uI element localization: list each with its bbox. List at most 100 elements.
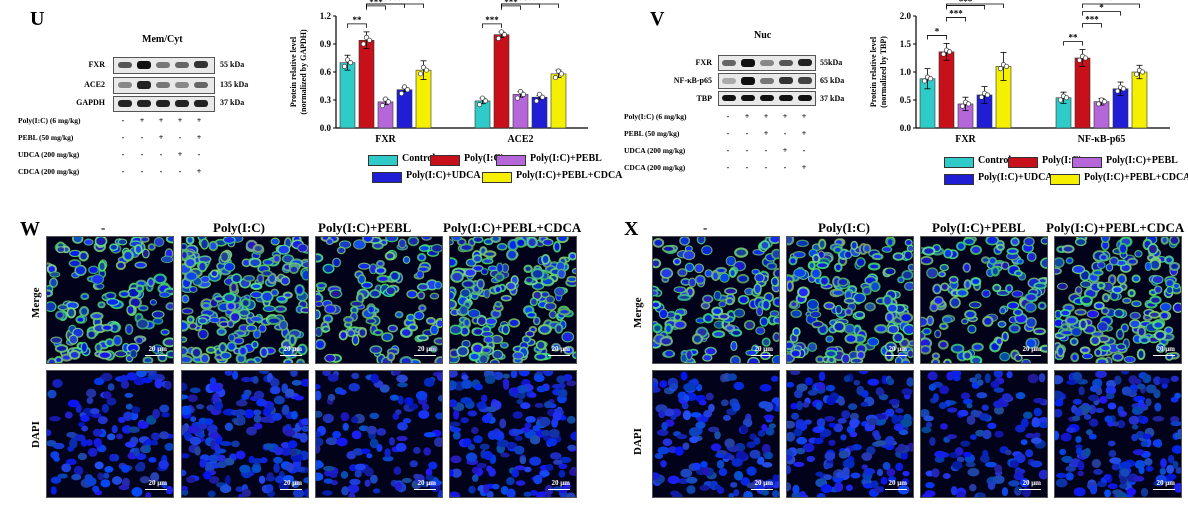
significance-bracket [366, 3, 424, 8]
x-col-title: - [703, 220, 708, 235]
blot-u-label: ACE2 [84, 80, 105, 89]
w-row-title: Merge [30, 287, 42, 318]
legend-label: Poly(I:C)+UDCA [978, 172, 1053, 183]
scale-label: 20 μm [417, 345, 436, 353]
x-col-title: Poly(I:C)+PEBL [932, 220, 1026, 235]
significance-label: *** [514, 0, 528, 5]
y-axis-label: Protein relative level [869, 36, 878, 107]
legend-label: Poly(I:C)+PEBL [530, 153, 602, 164]
significance-label: *** [1085, 15, 1099, 25]
significance-label: *** [504, 0, 518, 7]
significance-bracket [1082, 3, 1140, 8]
bar-chart-v: 0.0 0.5 1.0 1.5 2.0 Protein relative level (no… [869, 0, 1170, 145]
treatment-sign: + [196, 116, 202, 125]
treatment-sign: - [197, 150, 201, 159]
treatment-sign: + [801, 163, 807, 172]
blot-u-gapdh-strip [113, 96, 215, 112]
bar [358, 39, 375, 129]
data-point [965, 101, 972, 107]
x-category-label: FXR [375, 134, 396, 145]
data-point [533, 98, 540, 104]
legend-label: Poly(I:C)+PEBL+CDCA [1084, 172, 1188, 183]
treatment-sign: + [139, 116, 145, 125]
data-point [1120, 86, 1127, 92]
data-point [997, 66, 1004, 72]
treatment-sign: - [726, 112, 730, 121]
y-tick-label: 0.6 [320, 67, 332, 77]
bar [396, 89, 413, 129]
data-point [514, 95, 521, 101]
scale-bar [1019, 354, 1041, 356]
x-row-title: DAPI [632, 428, 644, 455]
x-row-title: Merge [632, 297, 644, 328]
scale-label: 20 μm [283, 479, 302, 487]
significance-label: *** [523, 0, 537, 5]
x-category-label: NF-κB-p65 [1078, 134, 1126, 145]
data-point [398, 90, 405, 97]
treatment-sign: + [196, 167, 202, 176]
merge-image: 20 μm [1054, 236, 1182, 364]
x-category-label: FXR [955, 134, 976, 145]
significance-label: *** [485, 15, 499, 25]
merge-image: 20 μm [449, 236, 577, 364]
w-row-title: DAPI [30, 421, 42, 448]
treatment-sign: + [782, 112, 788, 121]
legend-swatch [496, 155, 526, 166]
merge-image: 20 μm [652, 236, 780, 364]
treatment-sign: - [726, 129, 730, 138]
y-tick-label: 0.0 [320, 123, 332, 133]
panel-letter-u: U [30, 8, 45, 30]
bar [1131, 71, 1148, 129]
treatment-sign: - [745, 129, 749, 138]
scale-bar [885, 488, 907, 490]
data-point [1139, 69, 1146, 75]
scale-label: 20 μm [1156, 345, 1175, 353]
merge-image: 20 μm [920, 236, 1048, 364]
panel-letter-x: X [624, 218, 639, 240]
treatment-label: CDCA (200 mg/kg) [18, 167, 80, 176]
treatment-sign: - [764, 163, 768, 172]
bar [938, 51, 955, 129]
scale-label: 20 μm [551, 345, 570, 353]
significance-bracket [1063, 41, 1083, 46]
blot-u-kda: 55 kDa [220, 60, 245, 69]
treatment-sign: - [121, 150, 125, 159]
treatment-sign: + [801, 112, 807, 121]
scale-bar [414, 354, 436, 356]
treatment-label: CDCA (200 mg/kg) [624, 163, 686, 172]
data-point [1063, 95, 1070, 101]
treatment-sign: - [159, 167, 163, 176]
dapi-image: 20 μm [181, 370, 309, 498]
scale-label: 20 μm [148, 479, 167, 487]
treatment-sign: + [177, 116, 183, 125]
dapi-image: 20 μm [46, 370, 174, 498]
scale-label: 20 μm [888, 479, 907, 487]
data-point [379, 103, 386, 109]
data-point [552, 75, 559, 81]
treatment-sign: - [783, 163, 787, 172]
treatment-sign: - [783, 129, 787, 138]
blot-v-title: Nuc [754, 30, 772, 41]
blot-v-label: FXR [695, 58, 712, 67]
w-col-title: Poly(I:C)+PEBL [318, 220, 412, 235]
legend-label: Poly(I:C) [1042, 155, 1082, 166]
blot-v-nfkb-strip [718, 73, 816, 89]
data-point [385, 99, 392, 105]
merge-image: 20 μm [181, 236, 309, 364]
merge-image: 20 μm [46, 236, 174, 364]
significance-bracket [1082, 23, 1102, 28]
data-point [482, 98, 489, 104]
scale-label: 20 μm [283, 345, 302, 353]
treatment-sign: - [121, 116, 125, 125]
legend-label: Poly(I:C)+UDCA [406, 170, 481, 181]
data-point [1133, 71, 1140, 77]
scale-bar [885, 354, 907, 356]
treatment-sign: - [745, 163, 749, 172]
scale-label: 20 μm [754, 479, 773, 487]
blot-v-tbp-strip [718, 91, 816, 106]
treatment-label: UDCA (200 mg/kg) [18, 150, 80, 159]
scale-label: 20 μm [148, 345, 167, 353]
treatment-label: PEBL (50 mg/kg) [18, 133, 74, 142]
scale-label: 20 μm [888, 345, 907, 353]
